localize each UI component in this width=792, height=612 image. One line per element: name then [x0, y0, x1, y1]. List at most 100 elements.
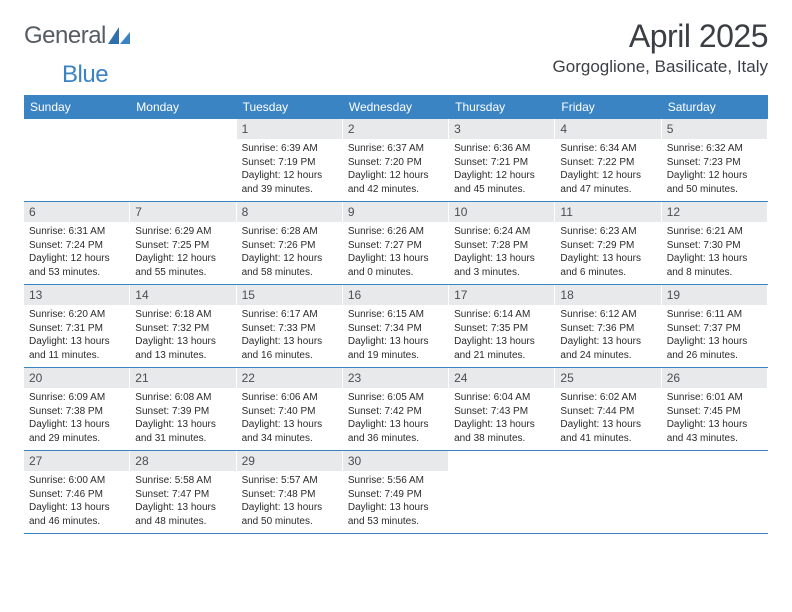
day-details: Sunrise: 6:36 AMSunset: 7:21 PMDaylight:…: [449, 139, 554, 200]
day-cell: 26Sunrise: 6:01 AMSunset: 7:45 PMDayligh…: [662, 368, 768, 450]
day-number: 21: [130, 368, 235, 388]
day-details: Sunrise: 6:34 AMSunset: 7:22 PMDaylight:…: [555, 139, 660, 200]
sunset-text: Sunset: 7:28 PM: [454, 239, 549, 253]
sunrise-text: Sunrise: 6:37 AM: [348, 142, 443, 156]
empty-cell: [449, 451, 555, 533]
sunrise-text: Sunrise: 6:23 AM: [560, 225, 655, 239]
day-cell: 7Sunrise: 6:29 AMSunset: 7:25 PMDaylight…: [130, 202, 236, 284]
day-cell: 19Sunrise: 6:11 AMSunset: 7:37 PMDayligh…: [662, 285, 768, 367]
sunrise-text: Sunrise: 6:24 AM: [454, 225, 549, 239]
day-details: Sunrise: 6:06 AMSunset: 7:40 PMDaylight:…: [237, 388, 342, 449]
weekday-header-row: Sunday Monday Tuesday Wednesday Thursday…: [24, 95, 768, 119]
day-details: Sunrise: 6:02 AMSunset: 7:44 PMDaylight:…: [555, 388, 660, 449]
day-cell: 29 Sunrise: 5:57 AMSunset: 7:48 PMDayligh…: [237, 451, 343, 533]
day-details: Sunrise: 6:39 AMSunset: 7:19 PMDaylight:…: [237, 139, 342, 200]
day-cell: 16Sunrise: 6:15 AMSunset: 7:34 PMDayligh…: [343, 285, 449, 367]
daylight-text: Daylight: 12 hours and 39 minutes.: [242, 169, 337, 196]
sunset-text: Sunset: 7:33 PM: [242, 322, 337, 336]
sunrise-text: Sunrise: 5:57 AM: [242, 474, 337, 488]
day-details: Sunrise: 6:26 AMSunset: 7:27 PMDaylight:…: [343, 222, 448, 283]
day-details: Sunrise: 6:00 AMSunset: 7:46 PMDaylight:…: [24, 471, 129, 532]
day-details: Sunrise: 6:24 AMSunset: 7:28 PMDaylight:…: [449, 222, 554, 283]
sunset-text: Sunset: 7:30 PM: [667, 239, 762, 253]
day-details: Sunrise: 6:29 AMSunset: 7:25 PMDaylight:…: [130, 222, 235, 283]
daylight-text: Daylight: 12 hours and 58 minutes.: [242, 252, 337, 279]
week-row: 1Sunrise: 6:39 AMSunset: 7:19 PMDaylight…: [24, 119, 768, 202]
day-number: 10: [449, 202, 554, 222]
day-cell: 8Sunrise: 6:28 AMSunset: 7:26 PMDaylight…: [237, 202, 343, 284]
day-cell: 25Sunrise: 6:02 AMSunset: 7:44 PMDayligh…: [555, 368, 661, 450]
daylight-text: Daylight: 13 hours and 0 minutes.: [348, 252, 443, 279]
daylight-text: Daylight: 13 hours and 34 minutes.: [242, 418, 337, 445]
daylight-text: Daylight: 13 hours and 50 minutes.: [242, 501, 337, 528]
day-cell: 22Sunrise: 6:06 AMSunset: 7:40 PMDayligh…: [237, 368, 343, 450]
day-cell: 4Sunrise: 6:34 AMSunset: 7:22 PMDaylight…: [555, 119, 661, 201]
day-number: 29: [237, 451, 342, 471]
brand-logo: General: [24, 22, 130, 50]
sunset-text: Sunset: 7:19 PM: [242, 156, 337, 170]
sunrise-text: Sunrise: 6:34 AM: [560, 142, 655, 156]
sunrise-text: Sunrise: 6:01 AM: [667, 391, 762, 405]
sunrise-text: Sunrise: 6:02 AM: [560, 391, 655, 405]
day-details: Sunrise: 6:37 AMSunset: 7:20 PMDaylight:…: [343, 139, 448, 200]
weekday-header: Thursday: [449, 95, 555, 119]
day-number: 24: [449, 368, 554, 388]
sunset-text: Sunset: 7:20 PM: [348, 156, 443, 170]
location-text: Gorgoglione, Basilicate, Italy: [553, 57, 768, 77]
day-number: 20: [24, 368, 129, 388]
daylight-text: Daylight: 13 hours and 46 minutes.: [29, 501, 124, 528]
day-cell: 3Sunrise: 6:36 AMSunset: 7:21 PMDaylight…: [449, 119, 555, 201]
sunset-text: Sunset: 7:37 PM: [667, 322, 762, 336]
sunset-text: Sunset: 7:48 PM: [242, 488, 337, 502]
day-details: Sunrise: 6:08 AMSunset: 7:39 PMDaylight:…: [130, 388, 235, 449]
day-number: 6: [24, 202, 129, 222]
sunrise-text: Sunrise: 6:17 AM: [242, 308, 337, 322]
daylight-text: Daylight: 12 hours and 45 minutes.: [454, 169, 549, 196]
sunset-text: Sunset: 7:36 PM: [560, 322, 655, 336]
day-details: Sunrise: 6:11 AMSunset: 7:37 PMDaylight:…: [662, 305, 767, 366]
sunrise-text: Sunrise: 6:06 AM: [242, 391, 337, 405]
brand-text-2: Blue: [62, 61, 108, 89]
daylight-text: Daylight: 12 hours and 42 minutes.: [348, 169, 443, 196]
daylight-text: Daylight: 13 hours and 6 minutes.: [560, 252, 655, 279]
day-number: 4: [555, 119, 660, 139]
brand-text-1: General: [24, 22, 106, 50]
sunset-text: Sunset: 7:35 PM: [454, 322, 549, 336]
day-details: Sunrise: 6:15 AMSunset: 7:34 PMDaylight:…: [343, 305, 448, 366]
month-title: April 2025: [553, 18, 768, 55]
sunrise-text: Sunrise: 6:15 AM: [348, 308, 443, 322]
day-cell: 24Sunrise: 6:04 AMSunset: 7:43 PMDayligh…: [449, 368, 555, 450]
sunrise-text: Sunrise: 6:05 AM: [348, 391, 443, 405]
daylight-text: Daylight: 12 hours and 50 minutes.: [667, 169, 762, 196]
day-cell: 13Sunrise: 6:20 AMSunset: 7:31 PMDayligh…: [24, 285, 130, 367]
day-cell: 15Sunrise: 6:17 AMSunset: 7:33 PMDayligh…: [237, 285, 343, 367]
sunset-text: Sunset: 7:29 PM: [560, 239, 655, 253]
daylight-text: Daylight: 12 hours and 53 minutes.: [29, 252, 124, 279]
day-cell: 11Sunrise: 6:23 AMSunset: 7:29 PMDayligh…: [555, 202, 661, 284]
week-row: 13Sunrise: 6:20 AMSunset: 7:31 PMDayligh…: [24, 285, 768, 368]
weeks-container: 1Sunrise: 6:39 AMSunset: 7:19 PMDaylight…: [24, 119, 768, 534]
sunrise-text: Sunrise: 6:00 AM: [29, 474, 124, 488]
day-details: Sunrise: 6:14 AMSunset: 7:35 PMDaylight:…: [449, 305, 554, 366]
day-cell: 1Sunrise: 6:39 AMSunset: 7:19 PMDaylight…: [237, 119, 343, 201]
sunrise-text: Sunrise: 6:21 AM: [667, 225, 762, 239]
day-cell: 30Sunrise: 5:56 AMSunset: 7:49 PMDayligh…: [343, 451, 449, 533]
sunset-text: Sunset: 7:22 PM: [560, 156, 655, 170]
daylight-text: Daylight: 12 hours and 55 minutes.: [135, 252, 230, 279]
sunrise-text: Sunrise: 6:04 AM: [454, 391, 549, 405]
title-block: April 2025 Gorgoglione, Basilicate, Ital…: [553, 18, 768, 77]
week-row: 20Sunrise: 6:09 AMSunset: 7:38 PMDayligh…: [24, 368, 768, 451]
day-details: Sunrise: 6:31 AMSunset: 7:24 PMDaylight:…: [24, 222, 129, 283]
sunset-text: Sunset: 7:27 PM: [348, 239, 443, 253]
weekday-header: Sunday: [24, 95, 130, 119]
day-number: 14: [130, 285, 235, 305]
day-cell: 2Sunrise: 6:37 AMSunset: 7:20 PMDaylight…: [343, 119, 449, 201]
daylight-text: Daylight: 13 hours and 19 minutes.: [348, 335, 443, 362]
day-details: Sunrise: 6:17 AMSunset: 7:33 PMDaylight:…: [237, 305, 342, 366]
sunset-text: Sunset: 7:47 PM: [135, 488, 230, 502]
sunset-text: Sunset: 7:39 PM: [135, 405, 230, 419]
sunset-text: Sunset: 7:42 PM: [348, 405, 443, 419]
day-cell: 10Sunrise: 6:24 AMSunset: 7:28 PMDayligh…: [449, 202, 555, 284]
day-number: 3: [449, 119, 554, 139]
week-row: 6Sunrise: 6:31 AMSunset: 7:24 PMDaylight…: [24, 202, 768, 285]
